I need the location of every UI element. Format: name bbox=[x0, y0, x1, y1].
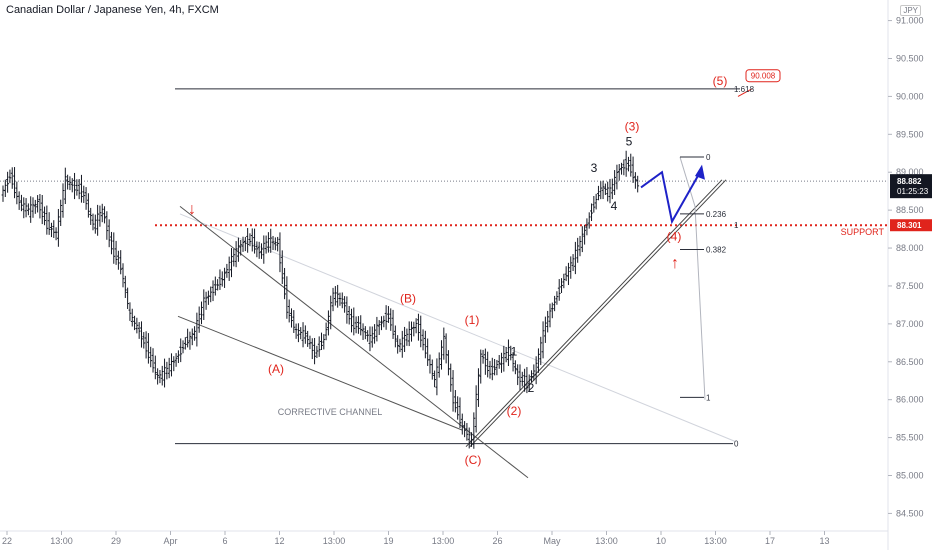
wave-label: (5) bbox=[713, 74, 728, 88]
y-axis[interactable]: 91.000 90.500 90.000 89.500 89.000 88.500 88.0… bbox=[888, 16, 924, 519]
y-tick-label: 91.000 bbox=[896, 16, 924, 26]
x-tick-label: 13 bbox=[819, 536, 829, 546]
y-tick-label: 90.000 bbox=[896, 91, 924, 101]
fib-retracement-guide bbox=[679, 156, 706, 400]
fib-extension-label: 1.618 bbox=[734, 85, 755, 94]
wave-label: (2) bbox=[507, 404, 522, 418]
wave-label: (3) bbox=[625, 120, 640, 134]
y-tick-label: 88.500 bbox=[896, 205, 924, 215]
y-tick-label: 87.000 bbox=[896, 319, 924, 329]
wave-label: 4 bbox=[611, 199, 618, 213]
channel-lower-line bbox=[177, 315, 463, 431]
target-price-box bbox=[745, 69, 781, 83]
wave-label: (A) bbox=[268, 362, 284, 376]
y-tick-label: 87.500 bbox=[896, 281, 924, 291]
support-label: SUPPORT bbox=[841, 227, 885, 237]
fib-level-label: 1 bbox=[706, 393, 711, 402]
x-tick-label: 22 bbox=[2, 536, 12, 546]
x-tick-label: 13:00 bbox=[432, 536, 455, 546]
projection-arrowhead bbox=[695, 164, 705, 180]
corrective-channel-label: CORRECTIVE CHANNEL bbox=[278, 407, 383, 417]
wave-label: 1 bbox=[511, 345, 518, 359]
up-arrow-icon: ↑ bbox=[671, 255, 679, 272]
x-tick-label: Apr bbox=[163, 536, 177, 546]
y-tick-label: 86.000 bbox=[896, 395, 924, 405]
wave-label: 2 bbox=[528, 381, 535, 395]
y-tick-label: 86.500 bbox=[896, 357, 924, 367]
projection-path bbox=[640, 170, 701, 225]
support-price-value: 88.301 bbox=[897, 221, 922, 230]
chart-title: Canadian Dollar / Japanese Yen, 4h, FXCM bbox=[6, 4, 219, 16]
currency-label[interactable]: JPY bbox=[900, 5, 921, 16]
x-tick-label: May bbox=[543, 536, 561, 546]
fib-level-label: 0 bbox=[706, 153, 711, 162]
y-tick-label: 89.500 bbox=[896, 129, 924, 139]
fib-extension-label: 1 bbox=[734, 221, 739, 230]
target-pointer bbox=[737, 88, 753, 97]
wave-label: (4) bbox=[667, 229, 682, 243]
y-tick-label: 90.500 bbox=[896, 53, 924, 63]
support-trendline-2 bbox=[469, 179, 727, 448]
x-tick-label: 19 bbox=[383, 536, 393, 546]
last-price-badge bbox=[890, 174, 932, 199]
x-tick-label: 26 bbox=[492, 536, 502, 546]
y-tick-label: 84.500 bbox=[896, 508, 924, 518]
y-tick-label: 89.000 bbox=[896, 167, 924, 177]
wave-label: (1) bbox=[465, 313, 480, 327]
fib-level-label: 0.382 bbox=[706, 246, 727, 255]
y-tick-label: 85.500 bbox=[896, 433, 924, 443]
x-tick-label: 10 bbox=[656, 536, 666, 546]
target-price-badge: 90.008 bbox=[745, 69, 781, 83]
wave-label: (C) bbox=[465, 453, 482, 467]
x-tick-label: 13:00 bbox=[323, 536, 346, 546]
wave-label: (B) bbox=[400, 292, 416, 306]
support-trendline-1 bbox=[465, 179, 723, 448]
x-tick-label: 13:00 bbox=[50, 536, 73, 546]
x-tick-label: 13:00 bbox=[704, 536, 727, 546]
target-price-value: 90.008 bbox=[751, 72, 776, 81]
candles bbox=[1, 150, 640, 449]
last-price-value: 88.882 bbox=[897, 177, 922, 186]
x-tick-label: 13:00 bbox=[595, 536, 618, 546]
y-tick-label: 85.000 bbox=[896, 471, 924, 481]
faint-trendline bbox=[179, 213, 736, 442]
fib-level-label: 0.236 bbox=[706, 210, 727, 219]
x-axis[interactable]: 22 13:00 29 Apr 6 12 13:00 19 13:00 26 May 13:00 10 1… bbox=[2, 531, 830, 546]
down-arrow-icon: ↓ bbox=[188, 201, 196, 218]
y-tick-label: 88.000 bbox=[896, 243, 924, 253]
x-tick-label: 29 bbox=[111, 536, 121, 546]
support-price-badge bbox=[890, 219, 932, 232]
x-tick-label: 6 bbox=[222, 536, 227, 546]
x-tick-label: 12 bbox=[274, 536, 284, 546]
chart-drawings bbox=[0, 88, 888, 479]
countdown-timer: 01:25:23 bbox=[897, 187, 929, 196]
wave-label: 5 bbox=[626, 135, 633, 149]
x-tick-label: 17 bbox=[765, 536, 775, 546]
wave-label: 3 bbox=[591, 161, 598, 175]
chart-labels: (A) (B) (C) (1) (2) (3) (4) (5) 1 2 3 4 5 CORRECTIVE … bbox=[188, 69, 932, 467]
fib-extension-label: 0 bbox=[734, 440, 739, 449]
